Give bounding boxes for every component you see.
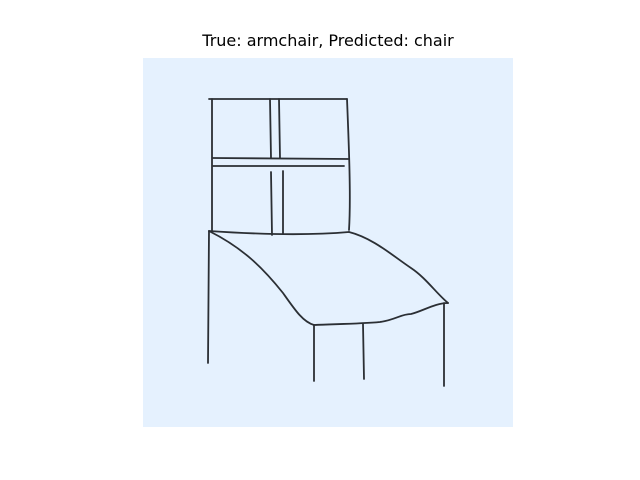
backrest-slat-upper-right xyxy=(278,98,281,159)
chair-sketch xyxy=(143,58,513,427)
seat-right-edge xyxy=(348,231,449,304)
plot-title: True: armchair, Predicted: chair xyxy=(202,31,454,50)
seat-front-edge xyxy=(313,302,449,326)
backrest-right-post xyxy=(346,98,351,231)
backrest-rail-upper xyxy=(212,157,350,160)
backrest-slat-upper-left xyxy=(269,98,272,159)
sketch-background xyxy=(143,58,513,427)
sketch-panel xyxy=(143,58,513,427)
seat-back-edge xyxy=(208,230,350,236)
leg-back-left xyxy=(207,230,210,364)
backrest-slat-lower-left xyxy=(270,171,273,236)
seat-left-edge xyxy=(208,230,315,326)
leg-front-middle xyxy=(362,323,365,380)
